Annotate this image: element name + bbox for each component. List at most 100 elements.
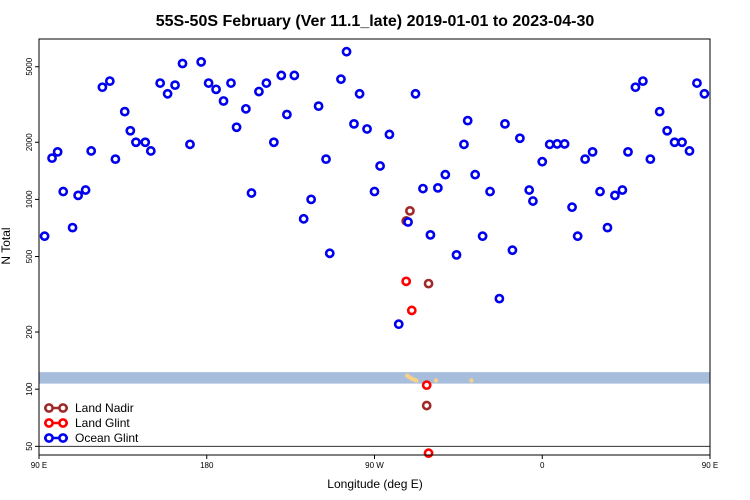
- legend-marker-ocean-glint: [44, 433, 54, 443]
- point-land-glint: [421, 380, 432, 391]
- point-ocean-glint: [451, 249, 462, 260]
- point-ocean-glint: [514, 133, 525, 144]
- point-ocean-glint: [185, 139, 195, 150]
- point-ocean-glint: [580, 154, 591, 165]
- point-ocean-glint: [587, 146, 598, 157]
- shaded-band: [39, 372, 710, 384]
- y-tick-label: 1000: [25, 190, 34, 208]
- point-land-glint: [401, 276, 412, 287]
- point-ocean-glint: [341, 46, 352, 57]
- point-ocean-glint: [638, 76, 648, 87]
- band-marker: [414, 378, 419, 383]
- point-land-nadir: [421, 400, 432, 411]
- point-ocean-glint: [268, 137, 279, 148]
- point-ocean-glint: [410, 88, 421, 99]
- legend-marker-land-glint: [58, 418, 68, 428]
- point-ocean-glint: [432, 182, 443, 193]
- point-ocean-glint: [162, 88, 173, 99]
- point-ocean-glint: [369, 186, 380, 197]
- point-ocean-glint: [73, 190, 84, 201]
- point-ocean-glint: [52, 146, 63, 157]
- point-ocean-glint: [276, 70, 287, 81]
- point-ocean-glint: [140, 137, 151, 148]
- point-ocean-glint: [203, 78, 214, 88]
- point-ocean-glint: [654, 106, 665, 117]
- point-ocean-glint: [80, 185, 91, 195]
- point-ocean-glint: [623, 146, 633, 157]
- point-ocean-glint: [617, 185, 628, 195]
- y-tick-label: 2000: [25, 133, 34, 151]
- y-tick-label: 5000: [25, 57, 34, 75]
- y-tick-label: 500: [25, 249, 34, 263]
- x-tick-label: 90 W: [365, 461, 384, 470]
- point-ocean-glint: [477, 231, 488, 242]
- point-land-nadir: [423, 278, 434, 289]
- y-tick-label: 100: [25, 382, 34, 396]
- point-ocean-glint: [470, 169, 481, 180]
- legend-label-land-glint: Land Glint: [75, 416, 130, 430]
- band-marker: [433, 378, 439, 383]
- point-ocean-glint: [155, 78, 166, 88]
- x-tick-label: 90 E: [31, 461, 47, 470]
- point-ocean-glint: [226, 78, 236, 88]
- point-ocean-glint: [507, 245, 518, 256]
- point-ocean-glint: [289, 70, 300, 81]
- point-ocean-glint: [645, 154, 656, 165]
- legend-marker-land-nadir: [58, 403, 68, 413]
- point-ocean-glint: [298, 213, 309, 224]
- point-ocean-glint: [306, 194, 317, 205]
- point-ocean-glint: [500, 118, 510, 129]
- point-land-glint: [406, 305, 417, 316]
- point-ocean-glint: [630, 82, 641, 93]
- point-ocean-glint: [254, 86, 264, 97]
- point-ocean-glint: [595, 186, 605, 197]
- point-ocean-glint: [196, 57, 207, 67]
- point-ocean-glint: [440, 169, 451, 180]
- point-ocean-glint: [425, 229, 436, 240]
- point-ocean-glint: [375, 161, 385, 171]
- point-ocean-glint: [403, 217, 413, 227]
- point-land-glint: [423, 448, 434, 459]
- point-ocean-glint: [699, 88, 710, 99]
- x-tick-label: 90 E: [702, 461, 718, 470]
- point-ocean-glint: [218, 96, 229, 106]
- point-ocean-glint: [261, 78, 272, 88]
- x-axis-label: Longitude (deg E): [327, 477, 422, 491]
- x-tick-label: 0: [540, 461, 545, 470]
- legend-marker-land-glint: [44, 418, 54, 428]
- point-ocean-glint: [58, 186, 69, 197]
- x-tick-label: 180: [200, 461, 214, 470]
- point-ocean-glint: [537, 156, 548, 167]
- point-ocean-glint: [393, 319, 404, 330]
- point-ocean-glint: [321, 154, 331, 165]
- legend-label-ocean-glint: Ocean Glint: [75, 431, 139, 445]
- point-ocean-glint: [86, 146, 97, 156]
- point-ocean-glint: [662, 125, 673, 136]
- point-ocean-glint: [528, 196, 538, 206]
- point-ocean-glint: [110, 154, 121, 165]
- point-ocean-glint: [177, 58, 188, 69]
- point-ocean-glint: [67, 222, 78, 233]
- point-ocean-glint: [170, 80, 180, 91]
- point-ocean-glint: [362, 124, 372, 134]
- point-ocean-glint: [125, 125, 136, 136]
- point-ocean-glint: [39, 231, 50, 242]
- point-ocean-glint: [462, 115, 473, 126]
- point-land-nadir: [405, 205, 415, 216]
- point-ocean-glint: [240, 103, 251, 114]
- point-ocean-glint: [669, 137, 680, 148]
- point-ocean-glint: [692, 78, 702, 88]
- legend-marker-ocean-glint: [58, 433, 68, 443]
- point-ocean-glint: [211, 84, 221, 95]
- chart-title: 55S-50S February (Ver 11.1_late) 2019-01…: [156, 13, 595, 30]
- point-ocean-glint: [418, 183, 428, 194]
- point-ocean-glint: [567, 202, 577, 213]
- plot-area: 90 E 180 90 W 0 90 E 50 100 200 500 1000 2000 5000 L…: [25, 38, 718, 470]
- y-axis-label: N Total: [0, 227, 13, 264]
- point-ocean-glint: [677, 137, 687, 148]
- point-ocean-glint: [602, 222, 613, 233]
- point-ocean-glint: [336, 74, 346, 85]
- y-tick-label: 200: [25, 325, 34, 339]
- point-ocean-glint: [324, 248, 335, 259]
